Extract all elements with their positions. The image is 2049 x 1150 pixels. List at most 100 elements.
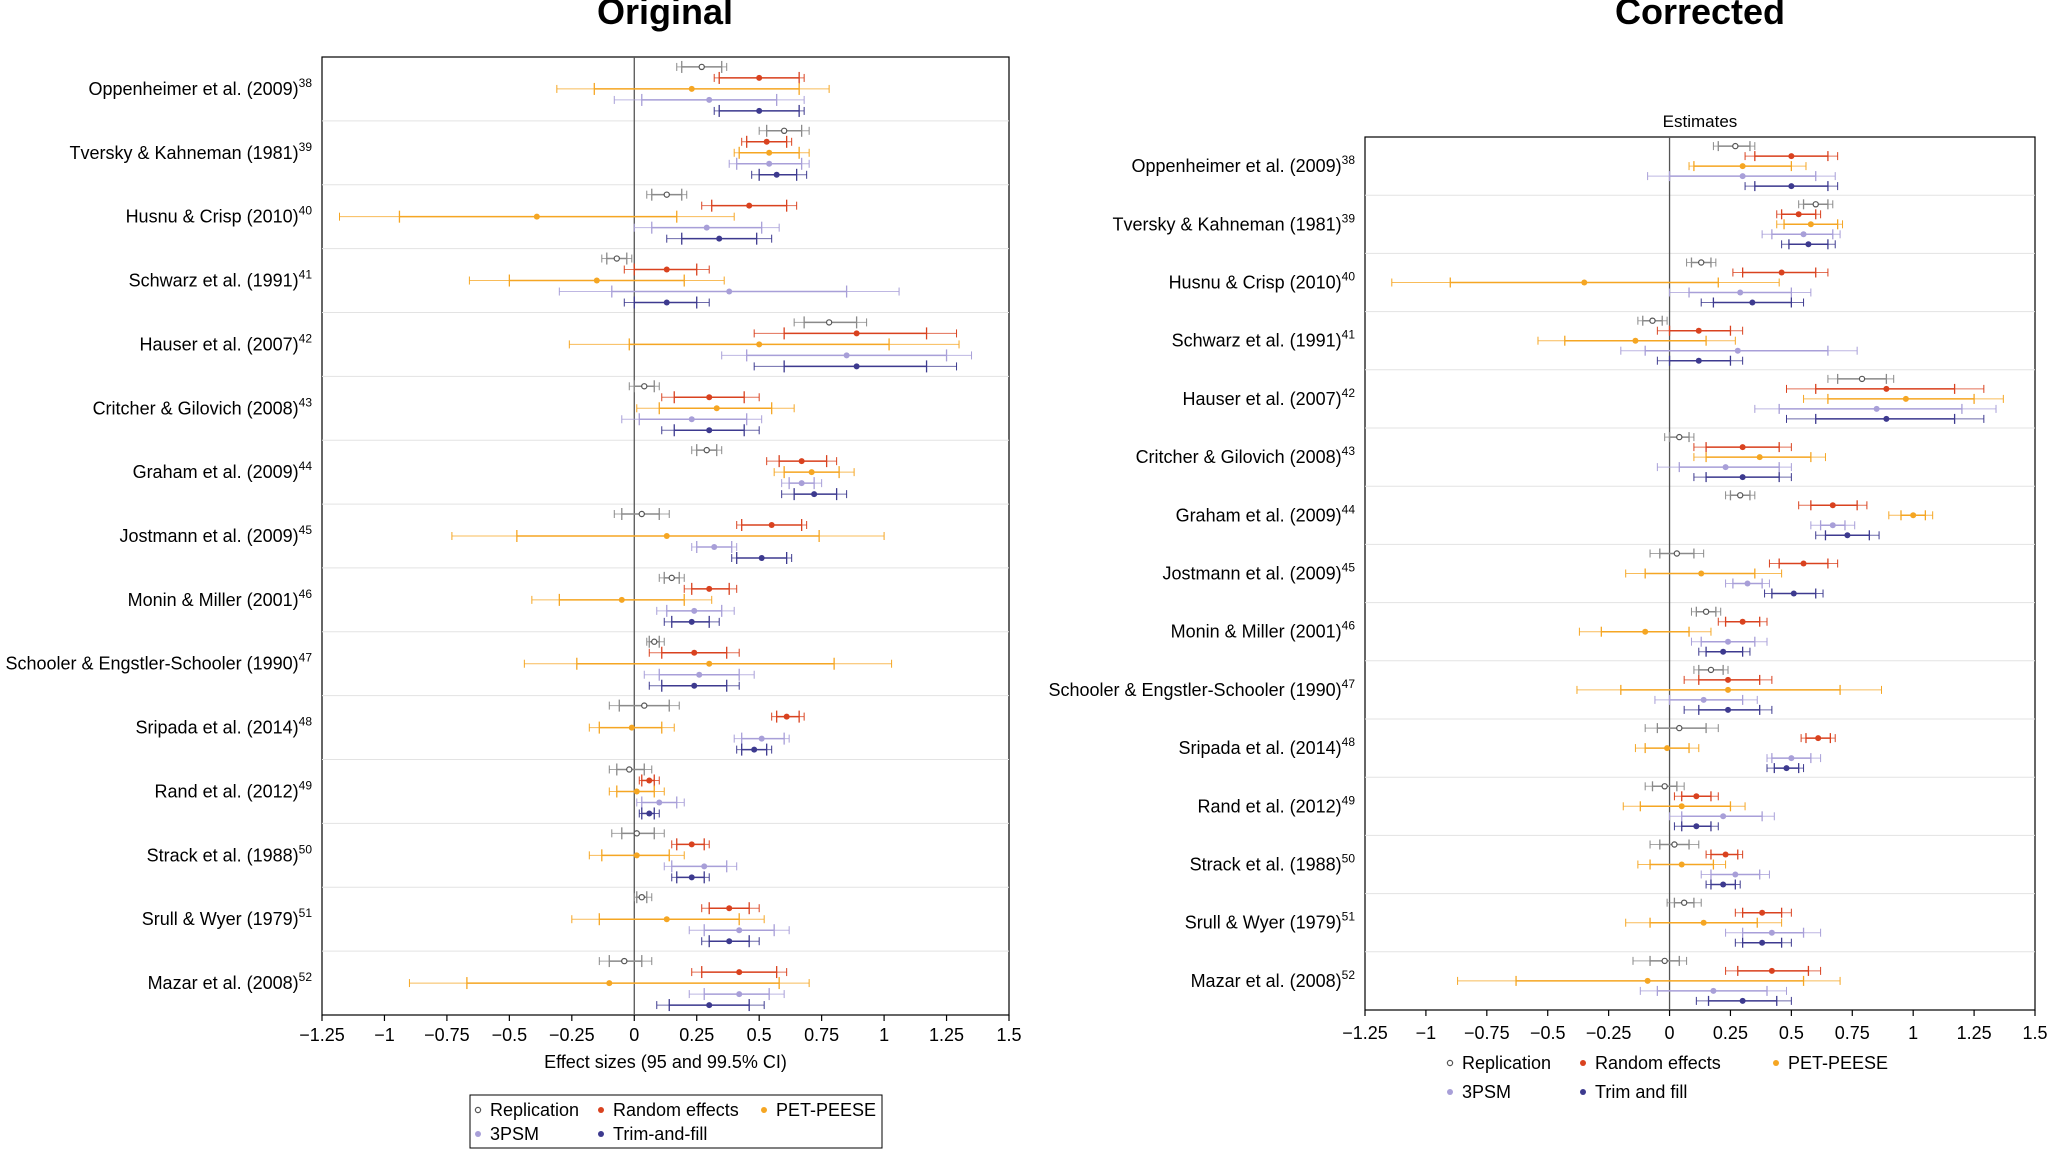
study-ref: 41	[1342, 328, 1356, 342]
estimate-re	[1776, 209, 1822, 220]
point-estimate	[756, 107, 763, 114]
estimate-rep	[1644, 723, 1719, 734]
estimate-pp	[733, 146, 810, 159]
study-ref: 39	[299, 140, 313, 154]
estimate-tf	[671, 871, 710, 884]
x-tick-label: 0	[629, 1025, 639, 1045]
point-estimate	[668, 574, 675, 582]
point-estimate	[688, 618, 695, 625]
study-label: Sripada et al. (2014)48	[136, 715, 313, 738]
study-label: Schwarz et al. (1991)41	[129, 268, 313, 291]
point-estimate	[1902, 395, 1909, 402]
legend-label-pp: PET-PEESE	[1788, 1053, 1888, 1073]
point-estimate	[593, 277, 600, 284]
x-tick-label: −1.25	[299, 1025, 345, 1045]
estimate-psm	[733, 732, 790, 745]
point-estimate	[1744, 580, 1751, 587]
x-tick-label: 1	[879, 1025, 889, 1045]
estimate-rep	[1637, 315, 1668, 326]
study-ref: 43	[1342, 444, 1356, 458]
study-label: Srull & Wyer (1979)51	[1185, 910, 1356, 933]
study-ref: 50	[1342, 852, 1356, 866]
study-row: Rand et al. (2012)49	[1198, 781, 1775, 832]
estimate-rep	[646, 635, 665, 648]
study-ref: 51	[1342, 910, 1356, 924]
study-label: Schwarz et al. (1991)41	[1172, 328, 1356, 351]
point-estimate	[638, 894, 645, 901]
estimate-tf	[1785, 413, 1985, 424]
point-estimate	[1695, 327, 1702, 334]
estimate-rep	[1649, 839, 1700, 850]
x-tick-label: 0.5	[747, 1025, 772, 1045]
point-estimate	[1720, 881, 1727, 888]
point-estimate	[825, 319, 833, 326]
estimate-re	[766, 455, 838, 468]
point-estimate	[703, 446, 710, 454]
estimate-psm	[781, 477, 823, 490]
study-name: Rand et al. (2012)	[155, 781, 299, 801]
chart-title: Original	[597, 0, 733, 32]
estimate-tf	[1766, 763, 1805, 774]
study-row: Monin & Miller (2001)46	[128, 571, 738, 628]
estimate-re	[648, 646, 740, 659]
legend-marker-rep	[474, 1106, 482, 1114]
point-estimate	[1805, 241, 1812, 248]
point-estimate	[1642, 628, 1649, 635]
x-axis-label: Effect sizes (95 and 99.5% CI)	[544, 1052, 787, 1072]
estimate-pp	[523, 657, 893, 670]
estimate-psm	[728, 157, 810, 170]
point-estimate	[1768, 929, 1775, 936]
study-label: Husnu & Crisp (2010)40	[126, 204, 313, 227]
point-estimate	[1736, 492, 1744, 499]
point-estimate	[638, 510, 645, 518]
study-label: Tversky & Kahneman (1981)39	[1113, 211, 1356, 234]
point-estimate	[646, 810, 653, 817]
study-row: Tversky & Kahneman (1981)39	[70, 124, 810, 181]
study-ref: 41	[299, 268, 313, 282]
x-tick-label: −0.25	[549, 1025, 595, 1045]
study-ref: 50	[299, 842, 313, 856]
estimate-psm	[1656, 462, 1792, 473]
estimate-pp	[338, 210, 735, 223]
point-estimate	[766, 149, 773, 156]
plot-frame	[1364, 136, 2036, 1011]
study-row: Srull & Wyer (1979)51	[1185, 897, 1822, 948]
estimate-rep	[613, 508, 670, 520]
estimate-rep	[1798, 199, 1834, 210]
x-tick-label: −1	[1416, 1023, 1437, 1043]
estimate-re	[1734, 907, 1792, 918]
study-name: Schooler & Engstler-Schooler (1990)	[1048, 680, 1341, 700]
estimate-re	[741, 135, 793, 148]
estimate-psm	[1620, 345, 1858, 356]
estimate-tf	[1700, 297, 1805, 308]
point-estimate	[1673, 550, 1681, 557]
panel-title: Estimates	[1663, 112, 1738, 131]
estimate-tf	[713, 104, 805, 117]
estimate-tf	[701, 935, 760, 948]
estimate-re	[1732, 267, 1829, 278]
study-name: Srull & Wyer (1979)	[142, 909, 299, 929]
point-estimate	[706, 427, 713, 434]
estimate-psm	[1690, 636, 1768, 647]
estimate-psm	[1725, 927, 1822, 938]
point-estimate	[1783, 765, 1790, 772]
study-label: Oppenheimer et al. (2009)38	[1132, 153, 1356, 176]
estimate-re	[713, 71, 805, 84]
x-axis: −1.25 −1 −0.75 −0.5 −0.25 0 0.25 0.5 0.75 1 1.25 1.…	[1342, 1010, 2048, 1043]
legend-marker-re	[1580, 1060, 1586, 1066]
estimate-pp	[773, 466, 855, 479]
estimate-pp	[1625, 568, 1783, 579]
point-estimate	[780, 127, 788, 134]
study-row: Rand et al. (2012)49	[155, 763, 685, 820]
estimate-pp	[1622, 801, 1746, 812]
study-name: Mazar et al. (2008)	[148, 973, 299, 993]
study-label: Tversky & Kahneman (1981)39	[70, 140, 313, 163]
estimate-psm	[643, 668, 755, 681]
estimate-re	[1725, 965, 1822, 976]
estimate-psm	[688, 924, 790, 937]
estimate-pp	[568, 338, 960, 351]
study-ref: 45	[299, 523, 313, 537]
estimate-psm	[1725, 578, 1770, 589]
study-ref: 39	[1342, 211, 1356, 225]
point-estimate	[1680, 899, 1688, 906]
